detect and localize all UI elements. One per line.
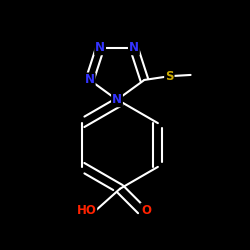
Text: O: O: [141, 204, 151, 216]
Text: S: S: [165, 70, 173, 83]
Text: N: N: [129, 41, 139, 54]
Text: HO: HO: [76, 204, 96, 216]
Text: N: N: [112, 93, 122, 106]
Text: N: N: [85, 74, 95, 86]
Text: N: N: [95, 41, 105, 54]
